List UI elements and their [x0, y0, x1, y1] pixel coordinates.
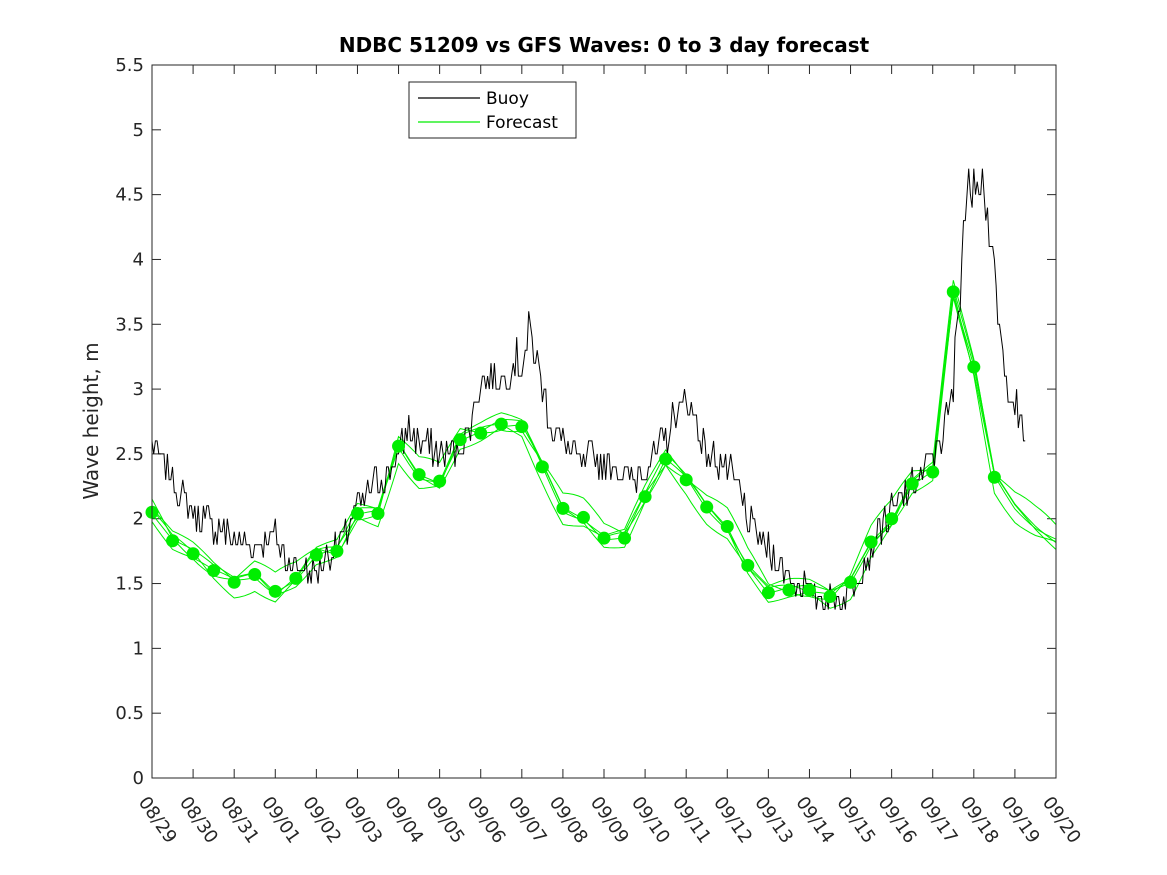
forecast-line [151, 295, 1057, 603]
y-tick-label: 5.5 [115, 55, 144, 76]
chart-title: NDBC 51209 vs GFS Waves: 0 to 3 day fore… [339, 33, 870, 57]
y-tick-label: 3.5 [115, 314, 144, 335]
forecast-marker [802, 583, 816, 597]
forecast-marker [597, 531, 611, 545]
forecast-marker [720, 520, 734, 534]
y-tick-label: 0 [133, 768, 144, 789]
plot-frame [151, 64, 1057, 779]
forecast-marker [885, 512, 899, 526]
forecast-marker [823, 590, 837, 604]
forecast-marker [905, 477, 919, 491]
forecast-marker [659, 452, 673, 466]
forecast-marker [967, 360, 981, 374]
forecast-marker [268, 584, 282, 598]
forecast-marker [679, 473, 693, 487]
y-axis-title: Wave height, m [79, 342, 103, 499]
forecast-marker [926, 465, 940, 479]
forecast-marker [166, 534, 180, 548]
forecast-marker [309, 548, 323, 562]
forecast-marker [535, 460, 549, 474]
y-tick-label: 5 [133, 120, 144, 141]
forecast-marker [474, 426, 488, 440]
forecast-marker [556, 501, 570, 515]
forecast-marker [618, 531, 632, 545]
y-tick-label: 3 [133, 379, 144, 400]
forecast-marker [227, 575, 241, 589]
forecast-marker [186, 547, 200, 561]
y-tick-label: 0.5 [115, 703, 144, 724]
forecast-line [151, 297, 1057, 600]
forecast-marker [392, 439, 406, 453]
y-tick-label: 4.5 [115, 185, 144, 206]
buoy-series [151, 168, 1026, 610]
plot-area [152, 65, 1056, 778]
y-tick-label: 2.5 [115, 444, 144, 465]
legend: Buoy Forecast [408, 81, 577, 139]
forecast-marker [987, 470, 1001, 484]
forecast-marker [412, 468, 426, 482]
forecast-marker [289, 571, 303, 585]
forecast-marker [248, 567, 262, 581]
forecast-marker [371, 507, 385, 521]
legend-forecast-label: Forecast [486, 113, 558, 133]
y-tick-label: 1.5 [115, 574, 144, 595]
forecast-marker [761, 586, 775, 600]
forecast-marker [700, 500, 714, 514]
forecast-marker [576, 510, 590, 524]
y-tick-labels: 0 0.5 1 1.5 2 2.5 3 3.5 4 4.5 5 5.5 [115, 55, 144, 789]
forecast-marker [433, 474, 447, 488]
forecast-marker [782, 583, 796, 597]
forecast-marker [453, 433, 467, 447]
forecast-marker [207, 564, 221, 578]
forecast-marker [946, 285, 960, 299]
forecast-marker [844, 575, 858, 589]
y-tick-label: 1 [133, 638, 144, 659]
buoy-line [151, 168, 1026, 610]
y-tick-label: 4 [133, 249, 144, 270]
legend-box [408, 81, 577, 139]
forecast-marker [638, 490, 652, 504]
forecast-marker [864, 535, 878, 549]
forecast-marker [330, 544, 344, 558]
y-tick-label: 2 [133, 509, 144, 530]
legend-buoy-label: Buoy [486, 89, 529, 109]
forecast-marker [515, 420, 529, 434]
forecast-markers [145, 285, 1001, 604]
forecast-marker [350, 507, 364, 521]
forecast-marker [494, 417, 508, 431]
forecast-marker [741, 558, 755, 572]
